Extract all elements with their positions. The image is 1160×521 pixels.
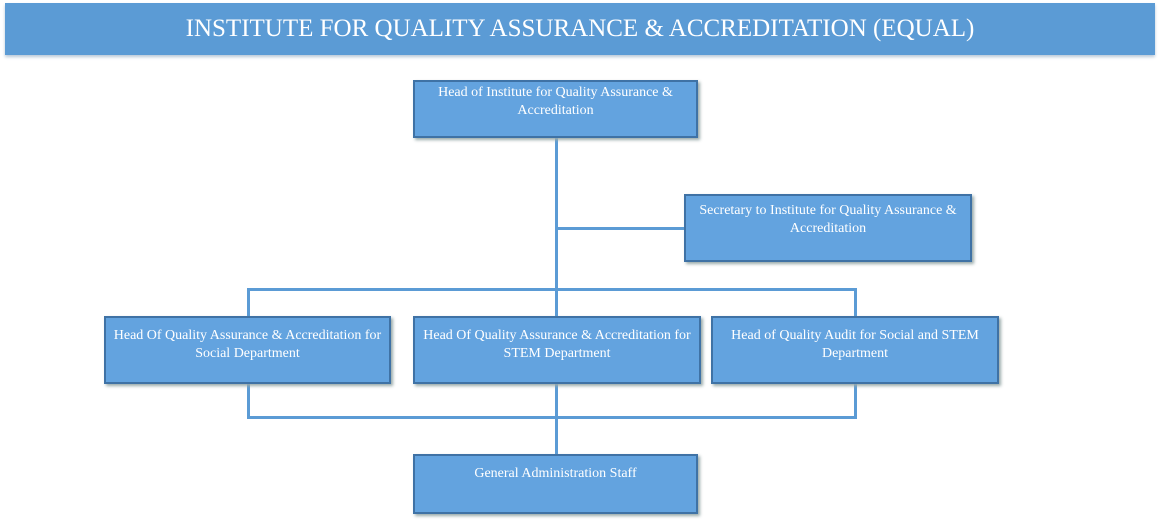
node-audit: Head of Quality Audit for Social and STE…: [711, 316, 999, 384]
connector: [247, 416, 857, 419]
connector: [556, 227, 684, 230]
connector: [854, 288, 857, 316]
node-stem: Head Of Quality Assurance & Accreditatio…: [413, 316, 701, 384]
connector: [247, 383, 250, 418]
title-banner: INSTITUTE FOR QUALITY ASSURANCE & ACCRED…: [5, 3, 1155, 55]
connector: [555, 137, 558, 454]
node-social: Head Of Quality Assurance & Accreditatio…: [104, 316, 391, 384]
node-general: General Administration Staff: [413, 454, 698, 514]
connector: [247, 288, 857, 291]
node-head: Head of Institute for Quality Assurance …: [413, 80, 698, 138]
node-secretary: Secretary to Institute for Quality Assur…: [684, 194, 972, 262]
connector: [854, 383, 857, 418]
connector: [247, 288, 250, 316]
